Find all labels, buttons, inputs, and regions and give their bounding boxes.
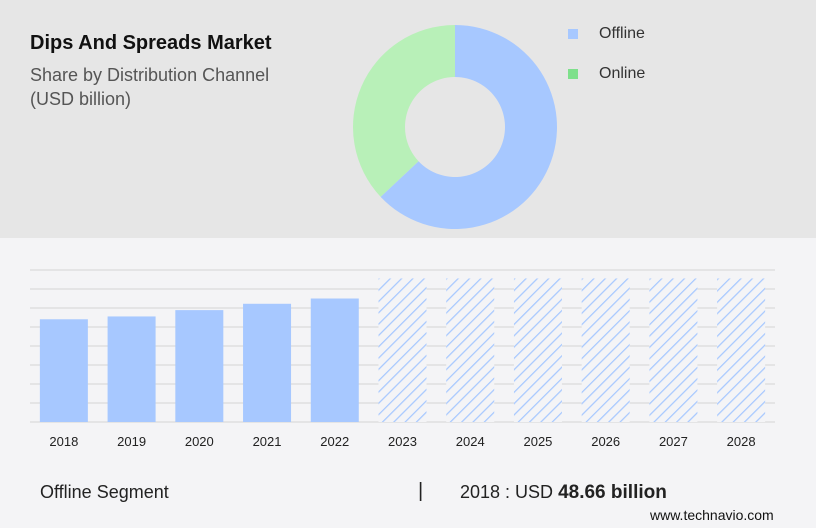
bar-2028 [717,278,766,422]
bar-chart: 2018 2019 2020 2021 2022 2023 2024 2025 2026 2027… [30,269,775,449]
bar-2019 [107,316,156,422]
donut-chart [352,25,557,229]
bar-2018 [39,319,88,422]
legend-item-online: Online [568,64,645,84]
chart-title: Dips And Spreads Market [30,32,272,54]
x-tick-label-2027: 2027 [659,434,688,449]
donut-slice-offline [380,25,557,229]
subtitle-line-1: Share by Distribution Channel [30,65,270,85]
bar-2021 [243,303,292,422]
legend-label-online: Online [599,65,646,82]
legend-item-offline: Offline [568,24,645,44]
bar-2025 [513,278,562,422]
brand-link[interactable]: www.technavio.com [650,507,774,523]
x-tick-label-2025: 2025 [523,434,552,449]
bar-2020 [175,310,224,422]
x-tick-label-2020: 2020 [185,434,214,449]
x-tick-label-2023: 2023 [388,434,417,449]
x-tick-label-2024: 2024 [456,434,485,449]
bar-2022 [310,298,359,422]
x-tick-label-2021: 2021 [253,434,282,449]
footer-separator: | [418,480,424,502]
x-tick-label-2019: 2019 [117,434,146,449]
x-tick-label-2028: 2028 [727,434,756,449]
chart-subtitle: Share by Distribution Channel (USD billi… [30,63,269,111]
bar-2024 [446,278,495,422]
footer-value-amount: 48.66 billion [558,482,667,503]
footer-segment: Offline Segment [40,482,169,502]
bar-2023 [378,278,427,422]
x-tick-label-2026: 2026 [591,434,620,449]
x-tick-label-2022: 2022 [320,434,349,449]
subtitle-line-2: (USD billion) [30,89,132,109]
x-tick-label-2018: 2018 [49,434,78,449]
bar-2026 [581,278,630,422]
bar-2027 [649,278,698,422]
legend-swatch-offline [568,29,578,39]
legend-swatch-online [568,69,578,79]
legend-label-offline: Offline [599,25,645,42]
footer-value: 2018 : USD 48.66 billion [460,482,667,504]
legend: Offline Online [568,24,645,104]
donut-slice-online [352,25,455,197]
footer-value-prefix: 2018 : USD [460,482,554,502]
